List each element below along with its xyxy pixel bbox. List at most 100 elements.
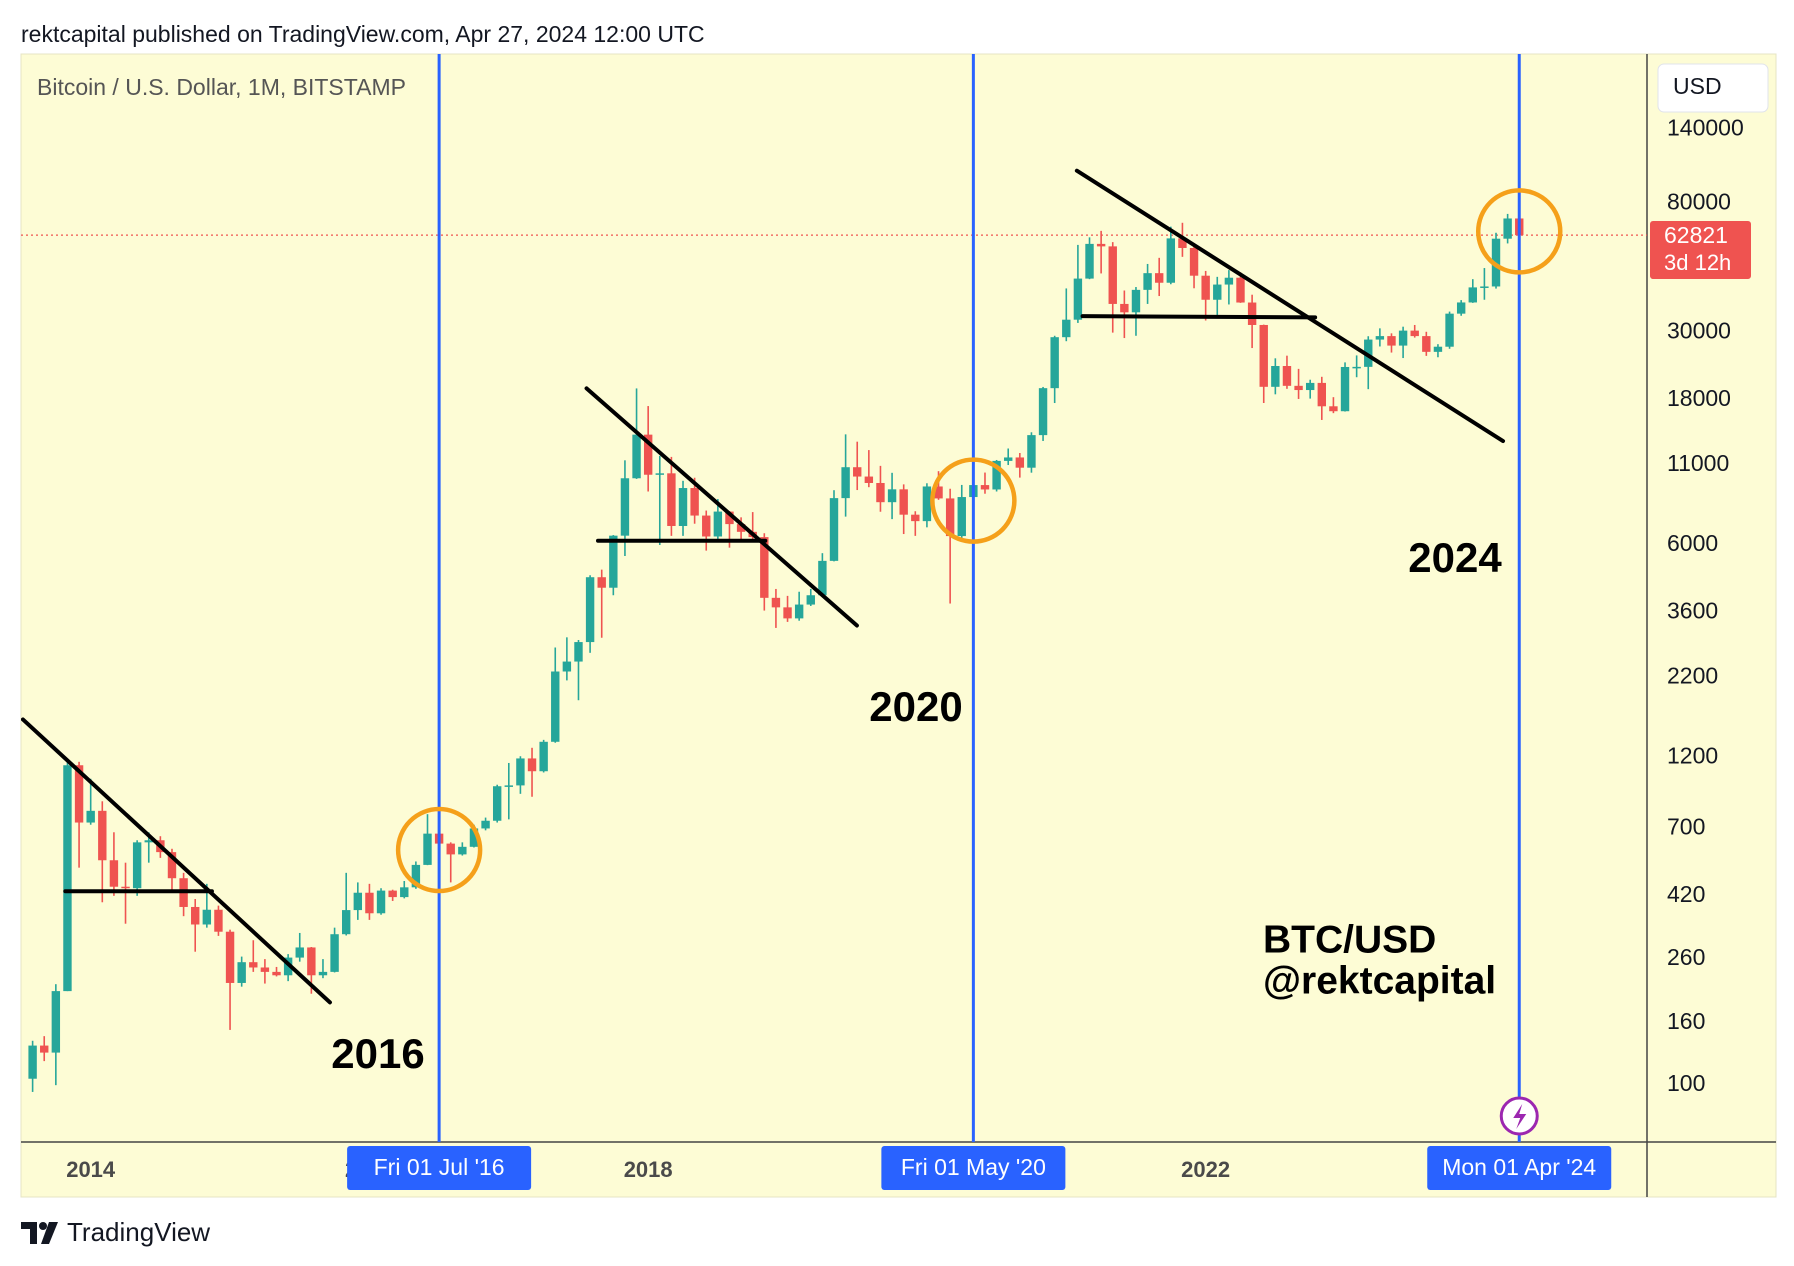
candle-body xyxy=(1410,330,1419,337)
watermark: @rektcapital xyxy=(1263,959,1496,1002)
candle-body xyxy=(1329,406,1338,412)
candle-body xyxy=(678,488,688,526)
candle-body xyxy=(1131,289,1141,313)
candle-body xyxy=(1062,319,1071,338)
candle-body xyxy=(1387,336,1396,346)
candle-body xyxy=(1073,278,1083,320)
candle-body xyxy=(1096,243,1106,247)
candle-body xyxy=(1445,313,1454,347)
y-tick-label: 700 xyxy=(1667,814,1705,840)
candle-body xyxy=(1340,366,1350,412)
candle-body xyxy=(1155,273,1164,283)
symbol-title: Bitcoin / U.S. Dollar, 1M, BITSTAMP xyxy=(37,74,406,100)
candle-body xyxy=(853,467,862,477)
candle-body xyxy=(562,661,572,672)
y-tick-label: 6000 xyxy=(1667,530,1718,556)
candle-body xyxy=(1503,218,1512,239)
candle-body xyxy=(365,892,374,914)
candle-body xyxy=(760,537,769,598)
candle-body xyxy=(516,758,525,786)
trend-line xyxy=(584,386,859,628)
candle-body xyxy=(945,498,955,537)
candle-body xyxy=(28,1045,37,1079)
year-annotation: 2024 xyxy=(1408,534,1502,581)
candle-body xyxy=(667,473,676,526)
candle-body xyxy=(1456,302,1466,314)
candle-body xyxy=(318,971,328,976)
watermark: BTC/USD xyxy=(1263,918,1436,961)
candle-body xyxy=(1294,385,1303,391)
candle-body xyxy=(1120,303,1129,313)
candle-body xyxy=(527,758,537,772)
candle-body xyxy=(551,671,560,742)
candle-body xyxy=(376,890,386,914)
plot-area xyxy=(21,168,1647,1092)
candle-body xyxy=(702,515,711,537)
alert-icon-bolt xyxy=(1513,1104,1527,1129)
y-tick-label: 3600 xyxy=(1667,597,1718,623)
candle-body xyxy=(1189,247,1199,276)
candle-body xyxy=(272,971,281,976)
candle-body xyxy=(922,486,932,522)
candle-body xyxy=(132,842,142,889)
candle-body xyxy=(597,577,606,588)
candle-body xyxy=(423,833,432,865)
y-tick-label: 420 xyxy=(1667,881,1705,907)
currency-button[interactable] xyxy=(1657,63,1769,113)
highlight-circle xyxy=(395,806,483,894)
candle-body xyxy=(818,560,827,596)
last-price-box xyxy=(1650,221,1751,279)
candle-body xyxy=(191,906,200,925)
y-tick-label: 100 xyxy=(1667,1070,1705,1096)
currency-label[interactable]: USD xyxy=(1673,73,1722,99)
candle-body xyxy=(980,485,990,490)
candle-body xyxy=(794,604,804,619)
candle-body xyxy=(1317,382,1326,407)
candle-body xyxy=(492,786,502,821)
tradingview-logo: TradingView xyxy=(21,1217,210,1247)
marker-label: Fri 01 May '20 xyxy=(901,1154,1046,1180)
candle-body xyxy=(1375,336,1385,340)
candle-body xyxy=(992,460,1001,490)
candle-body xyxy=(1352,366,1361,369)
trend-line xyxy=(1074,168,1506,444)
y-tick-label: 80000 xyxy=(1667,188,1731,214)
candle-body xyxy=(202,909,212,925)
y-tick-label: 1200 xyxy=(1667,742,1718,768)
candle-body xyxy=(957,497,966,537)
y-tick-label: 140000 xyxy=(1667,115,1744,141)
logo-mark xyxy=(41,1222,58,1244)
candle-body xyxy=(1480,286,1489,288)
y-tick-label: 260 xyxy=(1667,944,1705,970)
candle-body xyxy=(864,476,874,483)
candle-body xyxy=(1143,273,1152,290)
candle-body xyxy=(214,909,223,932)
candle-body xyxy=(237,962,246,983)
candle-body xyxy=(1305,382,1315,391)
trend-line xyxy=(21,717,332,1005)
candle-body xyxy=(713,511,723,537)
candle-body xyxy=(1038,388,1048,436)
highlight-circle xyxy=(1475,188,1563,275)
candle-body xyxy=(655,473,664,475)
candle-body xyxy=(585,577,595,643)
candle-body xyxy=(1247,302,1257,325)
candle-body xyxy=(771,597,781,608)
candle-body xyxy=(40,1045,49,1053)
candle-body xyxy=(400,887,409,898)
candle-body xyxy=(295,947,304,958)
candle-body xyxy=(504,785,513,787)
candle-body xyxy=(643,434,653,475)
candle-body xyxy=(1259,324,1268,387)
candle-body xyxy=(63,765,72,992)
highlight-circle xyxy=(930,457,1017,544)
candle-body xyxy=(1178,238,1187,248)
logo-mark xyxy=(21,1222,37,1244)
candle-body xyxy=(167,852,177,879)
candle-body xyxy=(1271,366,1280,387)
candle-body xyxy=(1224,277,1234,285)
y-tick-label: 160 xyxy=(1667,1008,1705,1034)
candle-body xyxy=(899,489,908,515)
candle-body xyxy=(806,595,815,605)
candle-body xyxy=(330,934,339,972)
